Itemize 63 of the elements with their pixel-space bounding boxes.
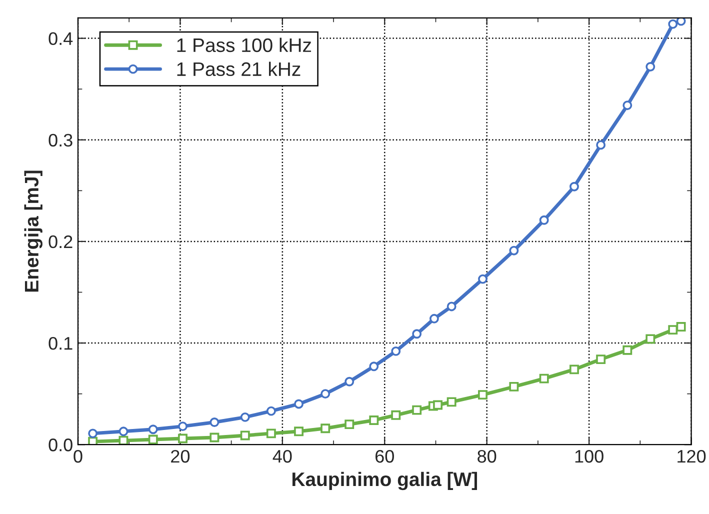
point [266,406,276,416]
x-tick-label: 40 [272,450,292,463]
point [344,420,354,430]
point [446,302,456,312]
point [148,434,158,444]
point [539,215,549,225]
point [570,364,579,374]
point [446,397,456,407]
x-tick-label: 80 [478,450,496,463]
point [596,354,606,364]
point [240,430,250,440]
point [478,390,488,400]
point [294,399,304,409]
point [412,329,422,339]
point [478,274,488,284]
point [118,436,128,445]
point [344,376,354,386]
point [88,428,98,438]
x-axis-title: Kaupinimo galia [W] [292,472,477,490]
point [210,432,220,442]
y-tick-label: 0.4 [48,32,73,46]
point [369,362,379,372]
point [596,140,606,150]
point [266,428,276,438]
point [509,246,519,256]
point [646,62,656,72]
point [429,314,439,324]
point [294,426,304,436]
legend-label: 1 Pass 100 kHz [177,38,312,52]
point [118,426,128,436]
x-tick-label: 0 [74,450,82,463]
point [646,334,656,344]
y-tick-label: 0.2 [48,235,72,248]
point [622,100,632,110]
point [391,410,401,420]
y-tick-label: 0.3 [48,134,72,147]
y-tick-label: 0.0 [48,438,72,452]
point [412,405,422,415]
point [320,424,330,434]
point [668,19,678,29]
point [539,374,549,384]
point [240,412,250,422]
point [668,325,678,335]
x-tick-label: 20 [171,450,190,463]
x-tick-label: 60 [376,450,394,463]
point [391,346,401,356]
point [676,18,686,26]
y-tick-label: 0.1 [48,336,72,350]
point [433,400,443,410]
point [148,424,158,434]
x-tick-label: 100 [575,450,604,463]
point [570,182,579,192]
point [369,416,379,425]
legend-label: 1 Pass 21 kHz [177,62,300,76]
x-tick-label: 120 [678,450,706,463]
y-axis-title: Energija [mJ] [24,170,42,292]
point [320,389,330,399]
point [676,322,686,332]
point [178,422,188,432]
point [509,382,519,392]
point [622,345,632,355]
point [210,418,220,427]
point [178,434,188,444]
